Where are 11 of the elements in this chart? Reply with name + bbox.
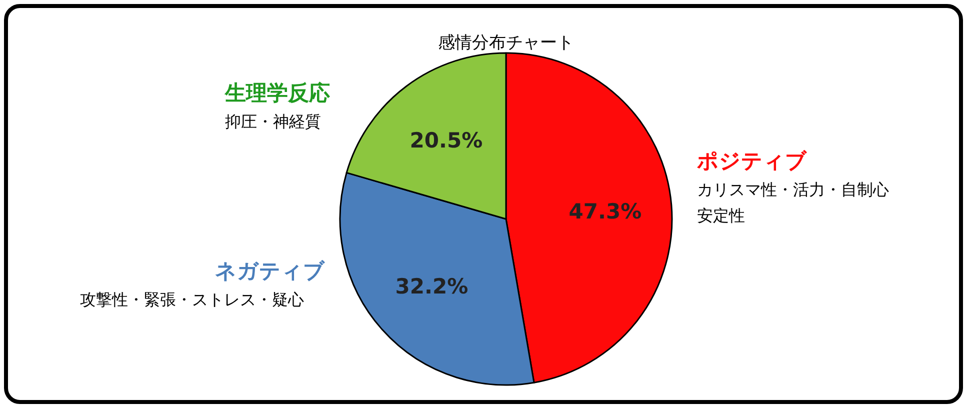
slice-label: 生理学反応 <box>224 81 330 105</box>
data-label: 47.3% <box>568 200 642 224</box>
text: カリスマ性・活力・自制心 <box>697 180 889 199</box>
data-label: 20.5% <box>410 128 483 152</box>
text: 攻撃性・緊張・ストレス・疑心 <box>80 290 304 309</box>
slice-label: ポジティブ <box>696 149 808 173</box>
text: 抑圧・神経質 <box>225 112 321 131</box>
chart-title: 感情分布チャート <box>438 33 574 53</box>
data-label: 32.2% <box>395 274 468 298</box>
text: 安定性 <box>697 206 745 225</box>
slice-label: ネガティブ <box>215 259 326 283</box>
